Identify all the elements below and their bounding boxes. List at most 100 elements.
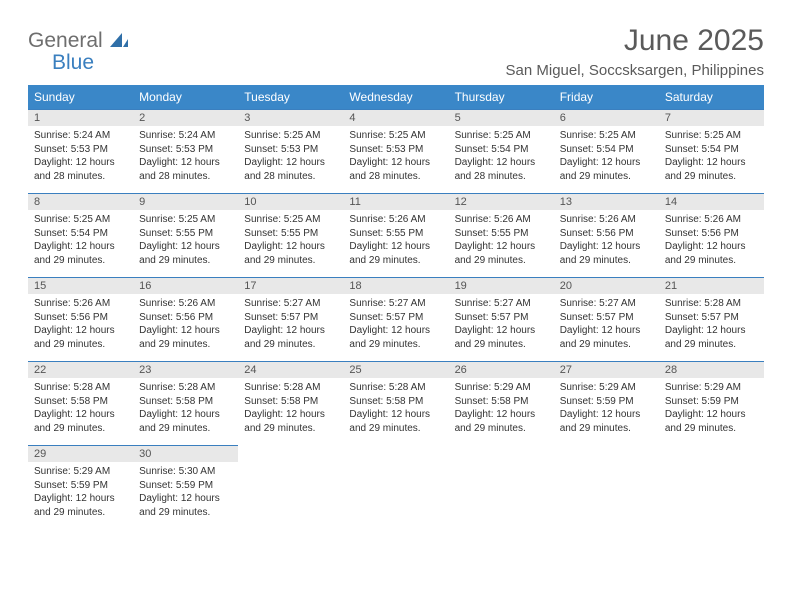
day-number-cell: [554, 446, 659, 463]
day-number-cell: 13: [554, 194, 659, 211]
location: San Miguel, Soccsksargen, Philippines: [506, 62, 764, 79]
day-detail-cell: Sunrise: 5:26 AMSunset: 5:55 PMDaylight:…: [343, 210, 448, 278]
day-detail-cell: Sunrise: 5:25 AMSunset: 5:54 PMDaylight:…: [28, 210, 133, 278]
day-detail-row: Sunrise: 5:26 AMSunset: 5:56 PMDaylight:…: [28, 294, 764, 362]
day-number-cell: 28: [659, 362, 764, 379]
day-number-cell: 11: [343, 194, 448, 211]
day-number-cell: 22: [28, 362, 133, 379]
day-number-cell: 7: [659, 110, 764, 127]
day-number-cell: 30: [133, 446, 238, 463]
day-number-cell: 23: [133, 362, 238, 379]
day-number-row: 22232425262728: [28, 362, 764, 379]
day-number-cell: 10: [238, 194, 343, 211]
day-detail-row: Sunrise: 5:25 AMSunset: 5:54 PMDaylight:…: [28, 210, 764, 278]
day-detail-cell: Sunrise: 5:29 AMSunset: 5:59 PMDaylight:…: [659, 378, 764, 446]
day-detail-cell: Sunrise: 5:26 AMSunset: 5:56 PMDaylight:…: [659, 210, 764, 278]
day-detail-cell: Sunrise: 5:28 AMSunset: 5:58 PMDaylight:…: [343, 378, 448, 446]
day-detail-cell: Sunrise: 5:27 AMSunset: 5:57 PMDaylight:…: [343, 294, 448, 362]
day-detail-cell: Sunrise: 5:26 AMSunset: 5:56 PMDaylight:…: [28, 294, 133, 362]
sail-icon: [110, 33, 128, 52]
day-detail-cell: Sunrise: 5:29 AMSunset: 5:58 PMDaylight:…: [449, 378, 554, 446]
day-number-cell: 19: [449, 278, 554, 295]
day-number-cell: [238, 446, 343, 463]
day-detail-cell: Sunrise: 5:30 AMSunset: 5:59 PMDaylight:…: [133, 462, 238, 529]
day-number-cell: 3: [238, 110, 343, 127]
day-detail-cell: Sunrise: 5:28 AMSunset: 5:58 PMDaylight:…: [133, 378, 238, 446]
day-detail-cell: Sunrise: 5:25 AMSunset: 5:53 PMDaylight:…: [238, 126, 343, 194]
day-number-cell: 1: [28, 110, 133, 127]
day-number-cell: 5: [449, 110, 554, 127]
day-number-cell: 25: [343, 362, 448, 379]
day-detail-row: Sunrise: 5:28 AMSunset: 5:58 PMDaylight:…: [28, 378, 764, 446]
logo-general: General: [28, 29, 103, 52]
day-number-cell: [449, 446, 554, 463]
day-detail-cell: Sunrise: 5:25 AMSunset: 5:54 PMDaylight:…: [449, 126, 554, 194]
day-number-cell: 12: [449, 194, 554, 211]
day-detail-cell: Sunrise: 5:28 AMSunset: 5:58 PMDaylight:…: [28, 378, 133, 446]
day-number-cell: 24: [238, 362, 343, 379]
title-block: June 2025 San Miguel, Soccsksargen, Phil…: [506, 24, 764, 79]
day-detail-cell: Sunrise: 5:26 AMSunset: 5:56 PMDaylight:…: [554, 210, 659, 278]
day-detail-cell: [449, 462, 554, 529]
calendar-table: Sunday Monday Tuesday Wednesday Thursday…: [28, 85, 764, 529]
day-detail-cell: [238, 462, 343, 529]
day-number-cell: 4: [343, 110, 448, 127]
day-number-cell: 9: [133, 194, 238, 211]
day-detail-cell: Sunrise: 5:26 AMSunset: 5:56 PMDaylight:…: [133, 294, 238, 362]
day-detail-cell: Sunrise: 5:24 AMSunset: 5:53 PMDaylight:…: [28, 126, 133, 194]
header: General Blue June 2025 San Miguel, Soccs…: [28, 24, 764, 79]
day-number-cell: 29: [28, 446, 133, 463]
weekday-header-row: Sunday Monday Tuesday Wednesday Thursday…: [28, 85, 764, 110]
day-number-cell: [343, 446, 448, 463]
day-number-cell: 8: [28, 194, 133, 211]
logo-text: General Blue: [28, 30, 128, 74]
day-number-cell: 6: [554, 110, 659, 127]
day-number-cell: 17: [238, 278, 343, 295]
logo: General Blue: [28, 24, 128, 74]
weekday-header: Wednesday: [343, 85, 448, 110]
day-number-cell: 2: [133, 110, 238, 127]
day-detail-cell: Sunrise: 5:29 AMSunset: 5:59 PMDaylight:…: [554, 378, 659, 446]
month-title: June 2025: [506, 24, 764, 58]
day-detail-cell: Sunrise: 5:28 AMSunset: 5:58 PMDaylight:…: [238, 378, 343, 446]
day-detail-cell: [659, 462, 764, 529]
day-number-cell: 26: [449, 362, 554, 379]
day-number-row: 891011121314: [28, 194, 764, 211]
page: General Blue June 2025 San Miguel, Soccs…: [0, 0, 792, 553]
day-detail-row: Sunrise: 5:29 AMSunset: 5:59 PMDaylight:…: [28, 462, 764, 529]
day-detail-cell: Sunrise: 5:29 AMSunset: 5:59 PMDaylight:…: [28, 462, 133, 529]
weekday-header: Saturday: [659, 85, 764, 110]
day-detail-cell: Sunrise: 5:28 AMSunset: 5:57 PMDaylight:…: [659, 294, 764, 362]
weekday-header: Monday: [133, 85, 238, 110]
day-detail-row: Sunrise: 5:24 AMSunset: 5:53 PMDaylight:…: [28, 126, 764, 194]
weekday-header: Friday: [554, 85, 659, 110]
day-detail-cell: Sunrise: 5:27 AMSunset: 5:57 PMDaylight:…: [554, 294, 659, 362]
calendar-body: 1234567Sunrise: 5:24 AMSunset: 5:53 PMDa…: [28, 110, 764, 530]
day-detail-cell: Sunrise: 5:25 AMSunset: 5:54 PMDaylight:…: [659, 126, 764, 194]
day-detail-cell: Sunrise: 5:26 AMSunset: 5:55 PMDaylight:…: [449, 210, 554, 278]
day-detail-cell: Sunrise: 5:25 AMSunset: 5:55 PMDaylight:…: [133, 210, 238, 278]
day-number-cell: 14: [659, 194, 764, 211]
day-number-cell: 20: [554, 278, 659, 295]
weekday-header: Thursday: [449, 85, 554, 110]
day-detail-cell: Sunrise: 5:25 AMSunset: 5:54 PMDaylight:…: [554, 126, 659, 194]
day-number-cell: [659, 446, 764, 463]
weekday-header: Tuesday: [238, 85, 343, 110]
day-number-cell: 16: [133, 278, 238, 295]
weekday-header: Sunday: [28, 85, 133, 110]
day-number-row: 15161718192021: [28, 278, 764, 295]
day-detail-cell: Sunrise: 5:25 AMSunset: 5:55 PMDaylight:…: [238, 210, 343, 278]
day-detail-cell: [343, 462, 448, 529]
day-detail-cell: Sunrise: 5:27 AMSunset: 5:57 PMDaylight:…: [449, 294, 554, 362]
day-detail-cell: Sunrise: 5:25 AMSunset: 5:53 PMDaylight:…: [343, 126, 448, 194]
day-detail-cell: [554, 462, 659, 529]
day-number-cell: 15: [28, 278, 133, 295]
day-number-row: 2930: [28, 446, 764, 463]
day-detail-cell: Sunrise: 5:24 AMSunset: 5:53 PMDaylight:…: [133, 126, 238, 194]
logo-blue: Blue: [52, 51, 94, 74]
day-number-row: 1234567: [28, 110, 764, 127]
day-number-cell: 21: [659, 278, 764, 295]
day-number-cell: 18: [343, 278, 448, 295]
day-number-cell: 27: [554, 362, 659, 379]
day-detail-cell: Sunrise: 5:27 AMSunset: 5:57 PMDaylight:…: [238, 294, 343, 362]
